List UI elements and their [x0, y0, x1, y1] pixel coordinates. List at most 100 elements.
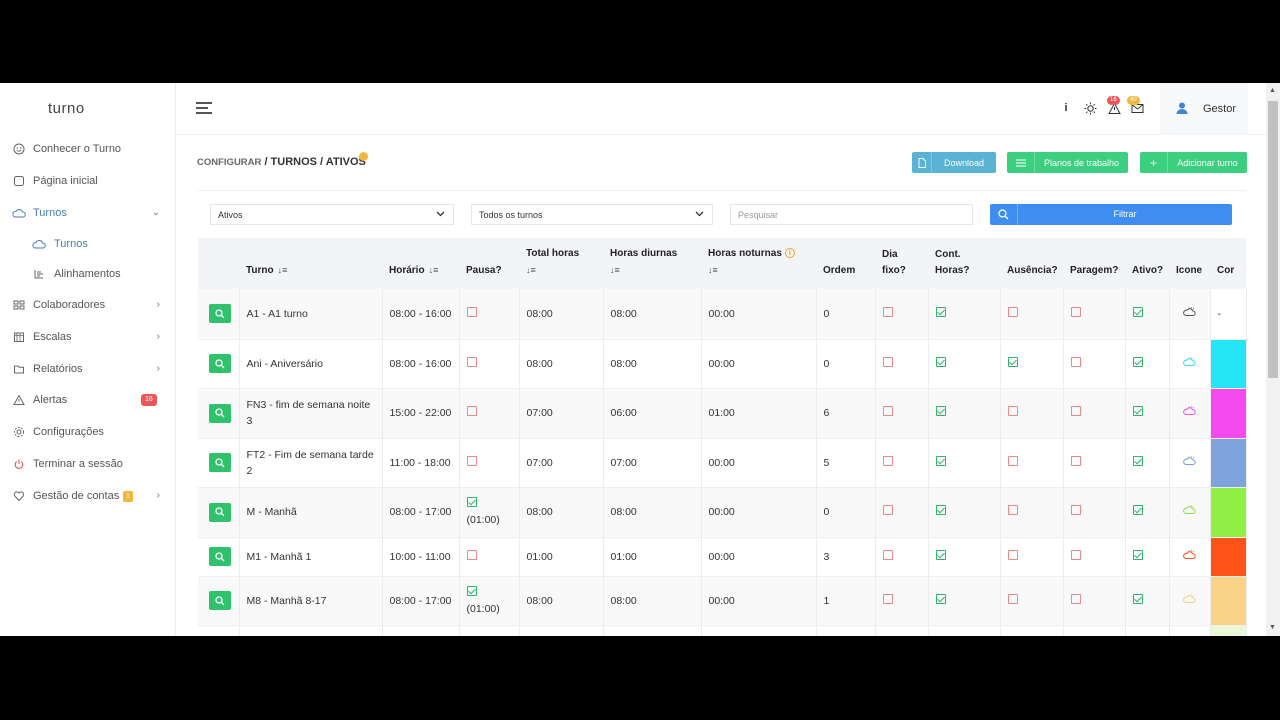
scroll-down-icon[interactable]: ▼	[1269, 624, 1276, 631]
planos-trabalho-button[interactable]: Planos de trabalho	[1007, 152, 1128, 173]
pausa-checkbox[interactable]	[466, 585, 477, 596]
sidebar-item-escalas[interactable]: Escalas ›	[0, 325, 176, 349]
col-total-horas[interactable]: Total horas ↓≡	[519, 238, 603, 289]
ativo-checkbox[interactable]	[1132, 505, 1143, 515]
pausa-checkbox[interactable]	[466, 549, 477, 560]
brand-logo[interactable]: turno	[48, 100, 85, 117]
scrollbar-thumb[interactable]	[1268, 101, 1278, 378]
pausa-checkbox[interactable]	[466, 497, 477, 507]
user-menu[interactable]: Gestor	[1160, 83, 1248, 135]
sidebar-item-pagina-inicial[interactable]: Página inicial	[0, 169, 176, 193]
ausencia-checkbox[interactable]	[1007, 505, 1018, 515]
view-turno-button[interactable]	[209, 354, 231, 373]
scrollbar[interactable]: ▲ ▼	[1266, 83, 1280, 636]
view-turno-button[interactable]	[209, 547, 231, 566]
ativo-checkbox[interactable]	[1132, 455, 1143, 466]
col-turno[interactable]: Turno ↓≡	[239, 238, 382, 289]
download-button[interactable]: Download	[912, 152, 996, 173]
ativo-checkbox[interactable]	[1132, 306, 1143, 317]
search-input[interactable]: Pesquisar	[730, 204, 973, 225]
paragem-checkbox[interactable]	[1070, 593, 1081, 604]
col-horas-noturnas[interactable]: Horas noturnas i ↓≡	[701, 238, 816, 289]
sidebar-item-configuracoes[interactable]: Configurações	[0, 420, 176, 444]
dia-fixo-checkbox[interactable]	[882, 593, 893, 604]
turnos-table: Turno ↓≡ Horário ↓≡ Pausa? Total horas ↓≡ H…	[198, 238, 1247, 636]
view-turno-button[interactable]	[209, 403, 231, 423]
paragem-checkbox[interactable]	[1070, 455, 1081, 466]
cont-horas-checkbox[interactable]	[935, 406, 946, 416]
ausencia-checkbox[interactable]	[1007, 356, 1018, 367]
sidebar-item-label: Gestão de contas	[33, 490, 120, 502]
sort-icon[interactable]: ↓≡	[277, 265, 288, 275]
alerts-icon[interactable]	[1106, 100, 1122, 116]
menu-toggle-icon[interactable]	[196, 102, 212, 114]
sidebar-item-gestao-contas[interactable]: Gestão de contas 1 ›	[0, 484, 176, 508]
status-select[interactable]: Ativos	[210, 204, 454, 225]
sidebar-subitem-alinhamentos[interactable]: Alinhamentos	[0, 262, 176, 286]
paragem-checkbox[interactable]	[1070, 406, 1081, 416]
view-turno-button[interactable]	[209, 502, 231, 522]
dia-fixo-checkbox[interactable]	[882, 455, 893, 466]
sidebar-item-conhecer[interactable]: Conhecer o Turno	[0, 137, 176, 161]
ausencia-checkbox[interactable]	[1007, 306, 1018, 317]
dia-fixo-checkbox[interactable]	[882, 406, 893, 416]
view-turno-button[interactable]	[209, 304, 231, 324]
sort-icon[interactable]: ↓≡	[708, 265, 718, 275]
dia-fixo-checkbox[interactable]	[882, 549, 893, 560]
cont-horas-checkbox[interactable]	[935, 356, 946, 367]
view-turno-button[interactable]	[209, 591, 231, 610]
sidebar-item-alertas[interactable]: Alertas 16	[0, 388, 176, 412]
adicionar-turno-button[interactable]: + Adicionar turno	[1140, 152, 1247, 173]
pausa-checkbox[interactable]	[466, 306, 477, 317]
dia-fixo-checkbox[interactable]	[882, 306, 893, 317]
sidebar-subitem-turnos[interactable]: Turnos	[0, 232, 176, 256]
cont-horas-checkbox[interactable]	[935, 455, 946, 466]
cell-turno: A1 - A1 turno	[239, 289, 383, 340]
cont-horas-checkbox[interactable]	[935, 306, 946, 317]
sort-icon[interactable]: ↓≡	[610, 265, 620, 275]
paragem-checkbox[interactable]	[1070, 306, 1081, 317]
info-icon[interactable]: i	[1064, 102, 1068, 114]
chevron-down-icon: ⌄	[151, 207, 160, 218]
ausencia-checkbox[interactable]	[1007, 549, 1018, 560]
paragem-checkbox[interactable]	[1070, 505, 1081, 515]
col-horario[interactable]: Horário ↓≡	[382, 238, 459, 289]
sidebar-item-terminar-sessao[interactable]: Terminar a sessão	[0, 452, 176, 476]
view-turno-button[interactable]	[209, 453, 231, 472]
pausa-checkbox[interactable]	[466, 356, 477, 367]
turnos-select[interactable]: Todos os turnos	[471, 204, 713, 225]
sidebar-item-relatorios[interactable]: Relatórios ›	[0, 357, 176, 381]
pausa-checkbox[interactable]	[466, 455, 477, 466]
paragem-checkbox[interactable]	[1070, 549, 1081, 560]
ativo-checkbox[interactable]	[1132, 406, 1143, 416]
square-icon	[12, 174, 26, 188]
breadcrumb-configurar[interactable]: CONFIGURAR	[197, 157, 262, 168]
cont-horas-checkbox[interactable]	[935, 505, 946, 515]
ausencia-checkbox[interactable]	[1007, 455, 1018, 466]
sidebar-item-turnos[interactable]: Turnos ⌄	[0, 201, 176, 225]
sidebar-item-label: Alertas	[33, 394, 68, 406]
cont-horas-checkbox[interactable]	[935, 549, 946, 560]
theme-sun-icon[interactable]	[1082, 100, 1098, 116]
ativo-checkbox[interactable]	[1132, 356, 1143, 367]
cell-cor	[1210, 339, 1247, 389]
sidebar-item-colaboradores[interactable]: Colaboradores ›	[0, 293, 176, 317]
col-horas-diurnas[interactable]: Horas diurnas ↓≡	[603, 238, 701, 289]
col-cont-horas: Cont. Horas?	[928, 238, 1000, 289]
sort-icon[interactable]: ↓≡	[428, 265, 439, 275]
cell-horas-diurnas: 06:00	[603, 388, 702, 439]
cell-ativo	[1125, 438, 1170, 488]
pausa-checkbox[interactable]	[466, 406, 477, 416]
sort-icon[interactable]: ↓≡	[526, 265, 536, 275]
paragem-checkbox[interactable]	[1070, 356, 1081, 367]
ativo-checkbox[interactable]	[1132, 593, 1143, 604]
info-icon[interactable]: i	[784, 248, 795, 258]
cont-horas-checkbox[interactable]	[935, 593, 946, 604]
dia-fixo-checkbox[interactable]	[882, 505, 893, 515]
dia-fixo-checkbox[interactable]	[882, 356, 893, 367]
ausencia-checkbox[interactable]	[1007, 406, 1018, 416]
filtrar-button[interactable]: Filtrar	[990, 204, 1232, 225]
scroll-up-icon[interactable]: ▲	[1269, 87, 1276, 94]
ausencia-checkbox[interactable]	[1007, 593, 1018, 604]
ativo-checkbox[interactable]	[1132, 549, 1143, 560]
